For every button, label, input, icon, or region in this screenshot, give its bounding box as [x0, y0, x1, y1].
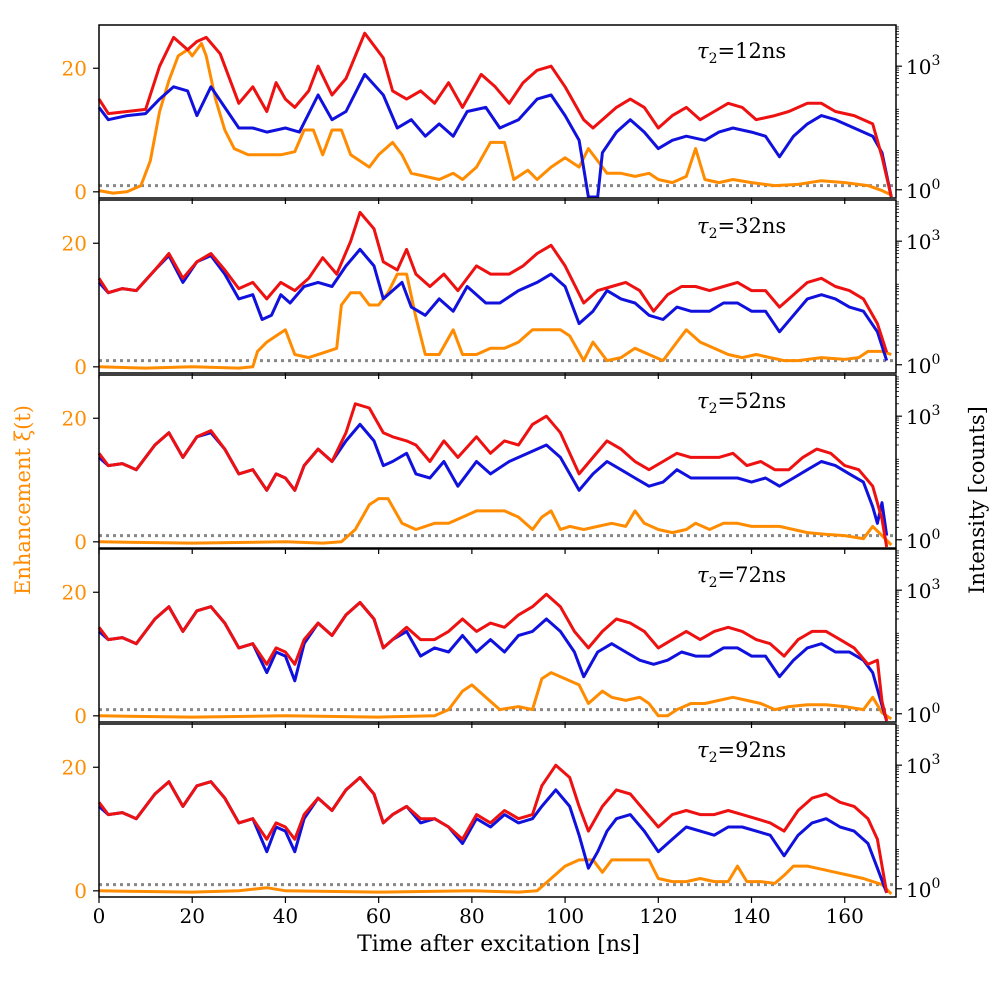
left-tick-label: 0 [74, 704, 87, 728]
left-tick-label: 20 [62, 755, 87, 779]
left-axis-label: Enhancement ξ(t) [11, 405, 35, 595]
red-series-3 [97, 402, 889, 548]
left-tick-label: 0 [74, 180, 87, 204]
panel-label-3: τ2=52ns [697, 389, 786, 417]
x-tick-label: 100 [546, 904, 584, 928]
orange-series-1 [98, 42, 892, 197]
left-tick-label: 0 [74, 530, 87, 554]
blue-series-5 [98, 776, 889, 894]
right-axis-label-wrap: Intensity [counts] [962, 370, 992, 630]
left-tick-label: 0 [74, 355, 87, 379]
panel-label-5: τ2=92ns [697, 738, 786, 766]
x-tick-label: 80 [459, 904, 484, 928]
panel-label-4: τ2=72ns [697, 563, 786, 591]
right-tick-label: 103 [906, 752, 940, 778]
right-tick-label: 103 [906, 403, 940, 429]
right-tick-label: 100 [906, 876, 940, 902]
x-tick-label: 20 [179, 904, 204, 928]
red-series-4 [97, 592, 889, 722]
right-tick-label: 100 [906, 527, 940, 553]
x-tick-label: 140 [732, 904, 770, 928]
right-tick-label: 103 [906, 53, 940, 79]
left-tick-label: 20 [62, 56, 87, 80]
x-axis-label: Time after excitation [ns] [357, 932, 640, 957]
blue-series-1 [97, 72, 893, 199]
x-tick-label: 160 [826, 904, 864, 928]
x-tick-label: 60 [366, 904, 391, 928]
x-tick-label: 40 [273, 904, 298, 928]
left-tick-label: 20 [62, 231, 87, 255]
panel-label-2: τ2=32ns [697, 214, 786, 242]
red-series-1 [97, 31, 893, 198]
orange-series-4 [98, 671, 893, 721]
orange-series-5 [98, 858, 893, 895]
x-tick-label: 120 [639, 904, 677, 928]
orange-series-3 [98, 497, 893, 546]
left-tick-label: 20 [62, 406, 87, 430]
red-series-5 [97, 763, 889, 894]
orange-series-2 [98, 272, 892, 370]
panel-label-1: τ2=12ns [697, 39, 786, 67]
right-tick-label: 100 [906, 352, 940, 378]
x-tick-label: 0 [93, 904, 106, 928]
right-axis-label: Intensity [counts] [965, 406, 989, 594]
right-tick-label: 100 [906, 177, 940, 203]
left-axis-label-wrap: Enhancement ξ(t) [8, 370, 38, 630]
red-series-2 [97, 210, 889, 353]
right-tick-label: 103 [906, 228, 940, 254]
right-tick-label: 103 [906, 577, 940, 603]
right-tick-label: 100 [906, 701, 940, 727]
left-tick-label: 20 [62, 580, 87, 604]
blue-series-2 [97, 247, 889, 362]
left-tick-label: 0 [74, 879, 87, 903]
